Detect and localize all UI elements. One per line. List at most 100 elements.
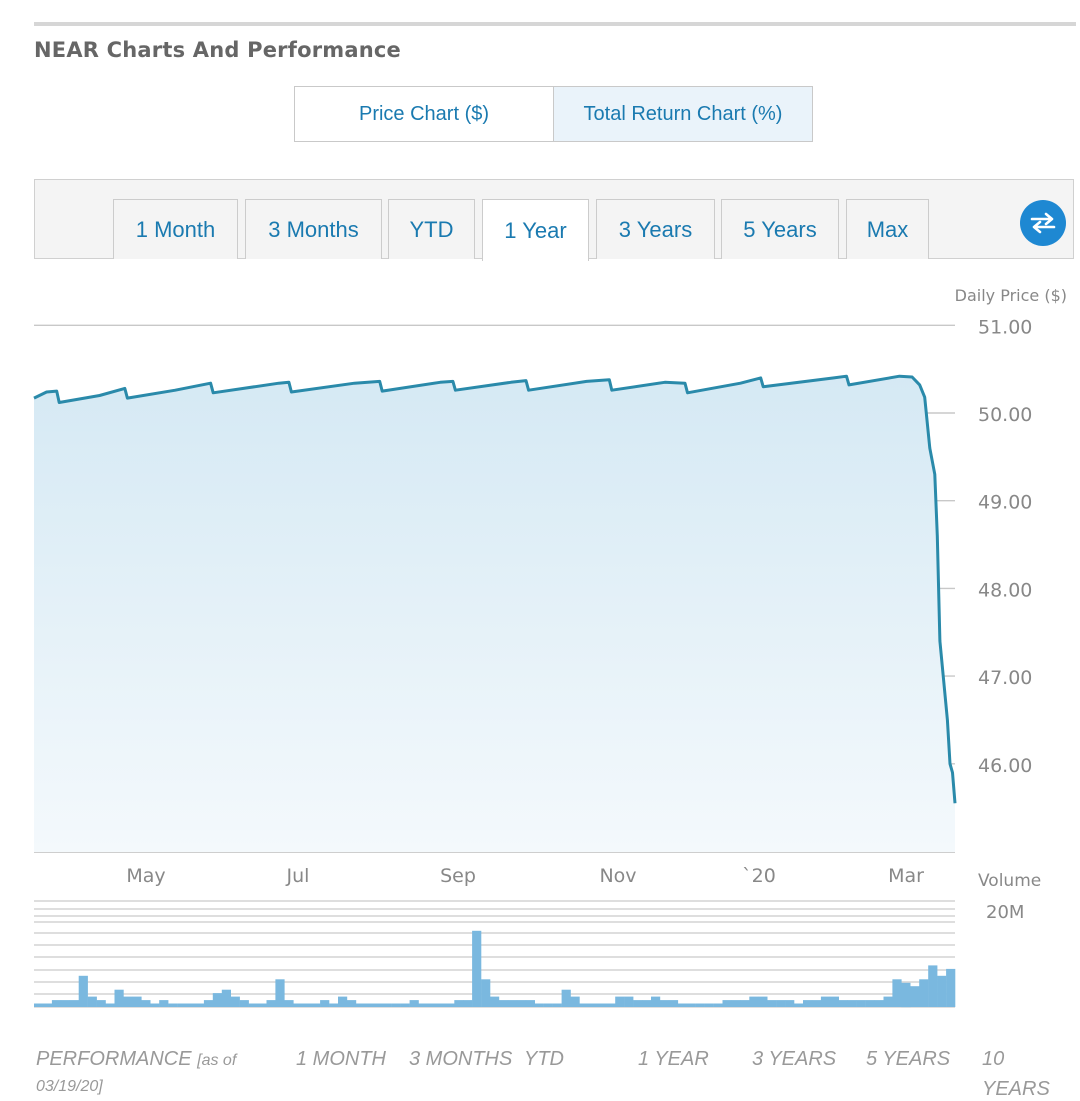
volume-bar [615,996,625,1007]
volume-bar [713,1003,723,1007]
volume-bar [552,1003,562,1007]
volume-bar [722,1000,732,1007]
volume-bar [373,1003,383,1007]
volume-bar [749,996,759,1007]
y-tick-label: 47.00 [978,667,1032,689]
volume-bar [507,1000,518,1007]
volume-bar [195,1003,205,1007]
volume-bar [257,1003,267,1007]
price-area-fill [34,376,955,852]
perf-col-1-month: 1 MONTH [296,1048,386,1070]
tab-5-years[interactable]: 5 Years [721,199,839,259]
tab-3-months[interactable]: 3 Months [245,199,382,259]
volume-bar [168,1003,178,1007]
volume-bar [159,1000,169,1007]
volume-bar [561,989,571,1007]
volume-bar [132,996,142,1007]
volume-bar [454,1000,464,1007]
volume-bar [847,1000,857,1007]
volume-bar [230,996,240,1007]
volume-bar [704,1003,714,1007]
volume-bar [785,1000,795,1007]
volume-bar [123,996,133,1007]
tab-1-year[interactable]: 1 Year [482,199,589,261]
volume-bar [186,1003,196,1007]
tab-3-years[interactable]: 3 Years [596,199,715,259]
y-tick-label: 46.00 [978,755,1032,777]
volume-bar [642,1000,652,1007]
volume-bar [946,968,956,1007]
volume-bar [391,1003,401,1007]
volume-bar [651,996,661,1007]
volume-bar [543,1003,553,1007]
volume-bar [409,1000,419,1007]
perf-col-10-years: 10 [982,1048,1005,1070]
volume-bar [364,1003,374,1007]
volume-bar [668,1000,679,1007]
volume-bar [525,1000,535,1007]
volume-bar [293,1003,303,1007]
volume-bar [686,1003,696,1007]
range-selector: 1 Month 3 Months YTD 1 Year 3 Years 5 Ye… [34,179,1074,261]
perf-col-3-months: 3 MONTHS [409,1048,513,1070]
performance-as-of: [as of [197,1052,237,1069]
perf-col-3-years: 3 YEARS [752,1048,837,1070]
performance-label: PERFORMANCE [as of [36,1048,236,1071]
volume-bar [481,979,491,1007]
total-return-chart-button[interactable]: Total Return Chart (%) [553,86,813,142]
volume-bar [212,993,222,1007]
volume-bar [302,1003,312,1007]
volume-bar [937,975,947,1007]
volume-bar [731,1000,741,1007]
perf-col-ytd: YTD [524,1048,564,1070]
volume-bar [347,1000,357,1007]
performance-title: PERFORMANCE [36,1048,192,1070]
volume-bar [34,1003,44,1007]
volume-bar [329,1003,339,1007]
volume-bar [928,965,938,1007]
x-tick-label: `20 [742,865,776,887]
volume-bar [338,996,348,1007]
volume-bar [579,1003,589,1007]
volume-bar [87,996,97,1007]
volume-bar [355,1003,366,1007]
tab-1-month[interactable]: 1 Month [113,199,238,259]
volume-bar [794,1003,804,1007]
tab-max[interactable]: Max [846,199,929,259]
volume-bar [776,1000,786,1007]
volume-tick: 20M [986,902,1024,923]
y-tick-label: 50.00 [978,404,1032,426]
x-tick-label: May [126,865,165,887]
y-axis-label: Daily Price ($) [955,286,1067,305]
volume-label: Volume [978,871,1041,891]
volume-bar [150,1003,160,1007]
volume-bar [758,996,768,1007]
volume-bar [463,1000,473,1007]
volume-bar [490,996,500,1007]
volume-bar [767,1000,777,1007]
chart-type-toggle: Price Chart ($) Total Return Chart (%) [294,86,813,142]
x-tick-label: Mar [888,865,924,887]
y-tick-label: 48.00 [978,579,1032,601]
volume-bar [284,1000,294,1007]
performance-date: 03/19/20] [36,1078,103,1095]
swap-arrows-icon[interactable] [1020,200,1066,246]
volume-bar [141,1000,151,1007]
price-chart-button[interactable]: Price Chart ($) [294,86,554,142]
volume-bar [42,1003,53,1007]
volume-bar [534,1003,544,1007]
volume-bar [427,1003,437,1007]
volume-bar [659,1000,670,1007]
volume-bar [811,1000,822,1007]
volume-bar [677,1003,687,1007]
y-tick-label: 51.00 [978,316,1032,338]
volume-bar [418,1003,428,1007]
volume-bar [901,982,911,1008]
volume-bar [221,989,231,1007]
volume-bar [69,1000,79,1007]
volume-bar [60,1000,70,1007]
volume-bar [177,1003,187,1007]
tab-ytd[interactable]: YTD [388,199,475,259]
volume-bar [633,1000,643,1007]
x-tick-label: Sep [440,865,476,887]
